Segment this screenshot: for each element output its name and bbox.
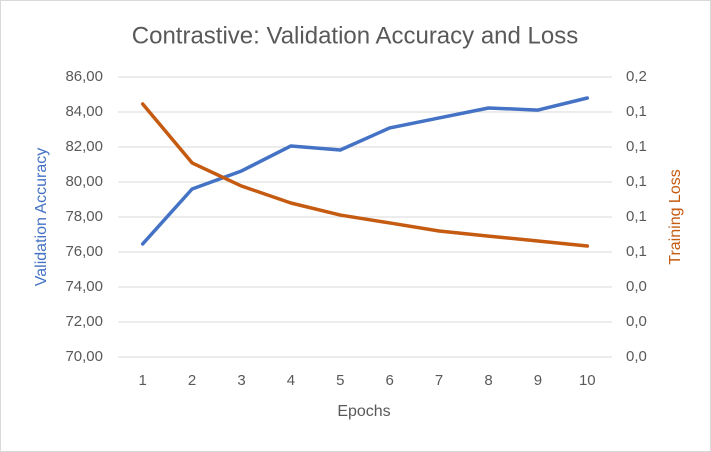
y-tick-label: 84,00 — [65, 103, 103, 120]
y2-axis-title: Training Loss — [667, 169, 684, 264]
y2-tick-label: 0,0 — [626, 313, 647, 330]
y-tick-label: 74,00 — [65, 278, 103, 295]
x-tick-label: 4 — [287, 372, 295, 389]
series-line — [140, 96, 590, 246]
chart-title: Contrastive: Validation Accuracy and Los… — [132, 22, 578, 49]
y-tick-label: 86,00 — [65, 68, 103, 85]
x-tick-label: 8 — [484, 372, 492, 389]
y-tick-label: 70,00 — [65, 348, 103, 365]
series-line — [140, 102, 590, 248]
y2-tick-label: 0,0 — [626, 348, 647, 365]
x-tick-label: 9 — [534, 372, 542, 389]
x-tick-label: 2 — [188, 372, 196, 389]
y2-tick-label: 0,1 — [626, 138, 647, 155]
y2-tick-label: 0,1 — [626, 103, 647, 120]
y2-tick-label: 0,1 — [626, 243, 647, 260]
y-tick-label: 82,00 — [65, 138, 103, 155]
y2-tick-label: 0,0 — [626, 278, 647, 295]
y-tick-label: 76,00 — [65, 243, 103, 260]
y-tick-label: 78,00 — [65, 208, 103, 225]
y2-tick-label: 0,1 — [626, 208, 647, 225]
x-tick-label: 1 — [139, 372, 147, 389]
y-axis-title: Validation Accuracy — [33, 148, 50, 286]
x-axis-title: Epochs — [337, 403, 390, 420]
x-tick-label: 6 — [386, 372, 394, 389]
x-tick-label: 3 — [237, 372, 245, 389]
x-tick-label: 10 — [579, 372, 596, 389]
y-tick-label: 80,00 — [65, 173, 103, 190]
x-tick-label: 5 — [336, 372, 344, 389]
x-tick-label: 7 — [435, 372, 443, 389]
y-tick-label: 72,00 — [65, 313, 103, 330]
y2-tick-label: 0,2 — [626, 68, 647, 85]
y2-tick-label: 0,1 — [626, 173, 647, 190]
